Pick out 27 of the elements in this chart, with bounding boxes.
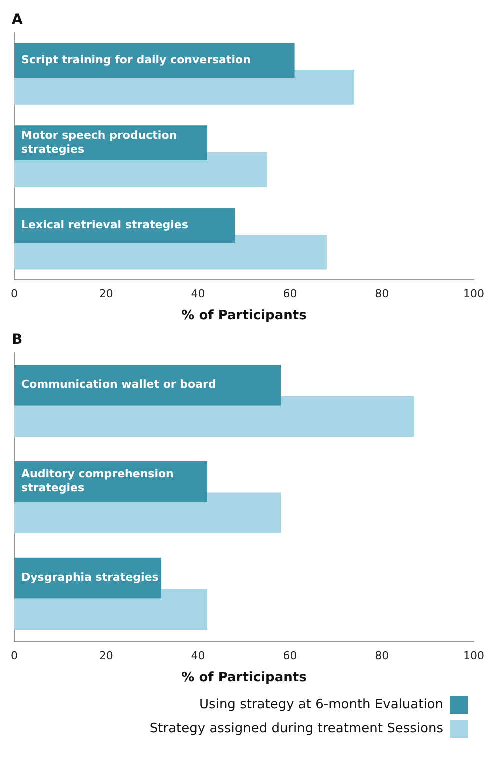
legend-label: Strategy assigned during treatment Sessions (150, 721, 444, 736)
category-label: Motor speech production strategies (22, 128, 178, 156)
chart-title: A (12, 12, 23, 28)
x-tick-label: 0 (11, 650, 18, 663)
category-label: Auditory comprehension strategies (22, 468, 174, 495)
x-axis-title: % of Participants (182, 308, 308, 324)
x-tick-label: 60 (283, 650, 298, 663)
category-label: Script training for daily conversation (22, 53, 251, 66)
x-tick-label: 80 (375, 288, 390, 301)
x-tick-label: 60 (283, 288, 298, 301)
category-label: Dysgraphia strategies (22, 571, 159, 584)
legend-label: Using strategy at 6-month Evaluation (200, 697, 444, 712)
x-tick-label: 20 (99, 288, 114, 301)
x-tick-label: 0 (11, 288, 18, 301)
x-axis-title: % of Participants (182, 670, 308, 686)
chart-title: B (12, 332, 23, 348)
category-label: Lexical retrieval strategies (22, 218, 188, 232)
x-tick-label: 40 (191, 288, 206, 301)
bar (14, 364, 282, 406)
category-label: Communication wallet or board (22, 378, 216, 392)
x-tick-label: 40 (191, 650, 206, 663)
bar (14, 208, 236, 243)
x-tick-label: 100 (464, 288, 484, 301)
x-tick-label: 20 (99, 650, 114, 663)
x-tick-label: 100 (464, 650, 484, 663)
x-tick-label: 80 (375, 650, 390, 663)
bar (14, 43, 295, 78)
